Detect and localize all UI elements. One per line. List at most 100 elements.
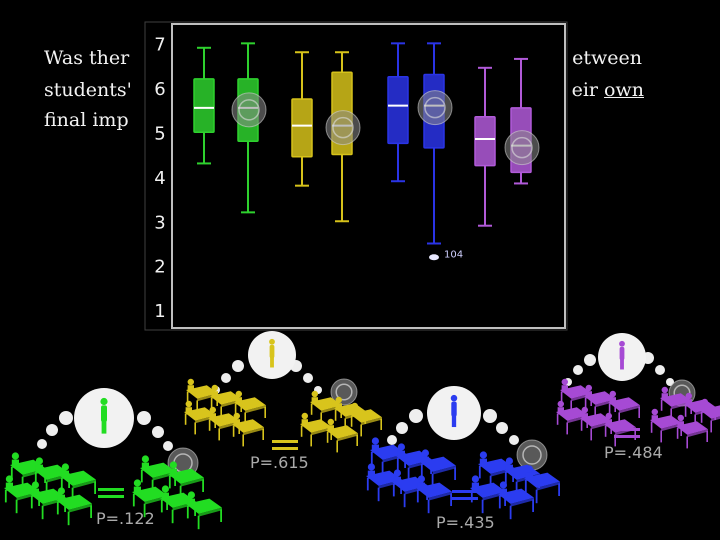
thought-dot bbox=[584, 354, 596, 366]
student-desk bbox=[604, 412, 637, 447]
rater-marker-icon bbox=[325, 110, 361, 146]
student-body bbox=[701, 405, 708, 413]
teacher-body bbox=[619, 346, 625, 361]
equals-bar bbox=[614, 428, 640, 431]
thought-dot bbox=[655, 365, 665, 375]
desk-edge bbox=[243, 427, 264, 436]
thought-dot bbox=[303, 373, 313, 383]
student-body bbox=[211, 391, 218, 399]
student-body bbox=[185, 407, 192, 415]
equals-bar bbox=[614, 435, 640, 438]
rater-marker-ring bbox=[511, 136, 533, 159]
student-desk bbox=[676, 414, 709, 449]
student-head bbox=[187, 378, 194, 386]
desk-edge bbox=[337, 433, 358, 442]
desk-edge bbox=[711, 416, 720, 422]
student-head bbox=[5, 475, 13, 483]
student-body bbox=[133, 486, 141, 495]
student-desk bbox=[350, 402, 383, 437]
teacher-legs bbox=[270, 357, 274, 368]
y-tick-label: 7 bbox=[154, 34, 165, 55]
student-head bbox=[471, 475, 479, 483]
student-head bbox=[581, 406, 588, 414]
student-body bbox=[61, 470, 69, 479]
student-head bbox=[505, 457, 513, 465]
desk-edge bbox=[72, 479, 96, 489]
teacher-body bbox=[269, 344, 275, 359]
student-body bbox=[233, 419, 240, 427]
classroom-group-purple: P=.484 bbox=[556, 333, 720, 462]
chart-plot-frame bbox=[171, 23, 566, 329]
student-body bbox=[11, 459, 19, 468]
y-tick-label: 3 bbox=[154, 212, 165, 233]
student-head bbox=[557, 400, 564, 408]
student-body bbox=[35, 464, 43, 473]
student-body bbox=[677, 421, 684, 429]
student-body bbox=[327, 425, 334, 433]
desk-edge bbox=[68, 503, 92, 513]
student-desk bbox=[60, 463, 97, 502]
y-tick-label: 1 bbox=[154, 301, 165, 322]
teacher-body bbox=[451, 401, 457, 417]
classroom-group-yellow: P=.615 bbox=[184, 331, 383, 472]
student-body bbox=[141, 462, 149, 471]
student-body bbox=[57, 494, 65, 503]
student-head bbox=[35, 457, 43, 465]
desk-edge bbox=[536, 481, 560, 491]
student-body bbox=[169, 468, 177, 477]
rater-icon bbox=[516, 439, 548, 471]
teacher-legs bbox=[101, 421, 107, 434]
teacher-body bbox=[101, 405, 107, 422]
student-body bbox=[161, 492, 169, 501]
teacher-head bbox=[450, 394, 458, 402]
student-head bbox=[499, 481, 507, 489]
thought-dot bbox=[46, 424, 58, 436]
student-head bbox=[371, 437, 379, 445]
teacher-head bbox=[619, 340, 625, 347]
student-head bbox=[327, 418, 334, 426]
thought-dot bbox=[163, 441, 173, 451]
desk-edge bbox=[245, 405, 266, 414]
student-desk bbox=[234, 390, 267, 425]
equals-bar bbox=[452, 497, 478, 500]
outlier-label: 104 bbox=[444, 249, 463, 260]
student-body bbox=[351, 409, 358, 417]
student-head bbox=[393, 469, 401, 477]
student-body bbox=[5, 482, 13, 491]
student-desk bbox=[700, 398, 720, 433]
student-head bbox=[185, 400, 192, 408]
desk-edge bbox=[180, 477, 204, 487]
thought-dot bbox=[152, 426, 164, 438]
student-head bbox=[367, 463, 375, 471]
student-body bbox=[187, 498, 195, 507]
student-body bbox=[311, 397, 318, 405]
rater-icon-ring bbox=[335, 383, 353, 401]
desk-top bbox=[700, 405, 720, 419]
box-iqr bbox=[387, 75, 409, 145]
student-head bbox=[701, 398, 708, 406]
student-head bbox=[421, 449, 429, 457]
student-desk bbox=[160, 485, 197, 524]
question-text-fragment: eir bbox=[571, 79, 598, 101]
student-head bbox=[651, 408, 658, 416]
student-desk bbox=[366, 463, 403, 502]
desk-edge bbox=[198, 507, 222, 517]
question-line-1-right: etween bbox=[572, 47, 642, 69]
student-head bbox=[211, 384, 218, 392]
student-desk bbox=[326, 418, 359, 453]
student-head bbox=[685, 392, 692, 400]
student-desk bbox=[660, 386, 693, 421]
thought-dot bbox=[409, 409, 423, 423]
desk-edge bbox=[619, 405, 640, 414]
rater-marker-icon bbox=[417, 90, 453, 126]
student-body bbox=[505, 464, 513, 473]
p-value-label: P=.484 bbox=[604, 443, 663, 462]
equals-bar bbox=[272, 440, 298, 443]
student-head bbox=[31, 481, 39, 489]
classroom-group-green: P=.122 bbox=[4, 388, 223, 530]
student-head bbox=[301, 412, 308, 420]
student-body bbox=[525, 472, 533, 481]
student-head bbox=[525, 465, 533, 473]
